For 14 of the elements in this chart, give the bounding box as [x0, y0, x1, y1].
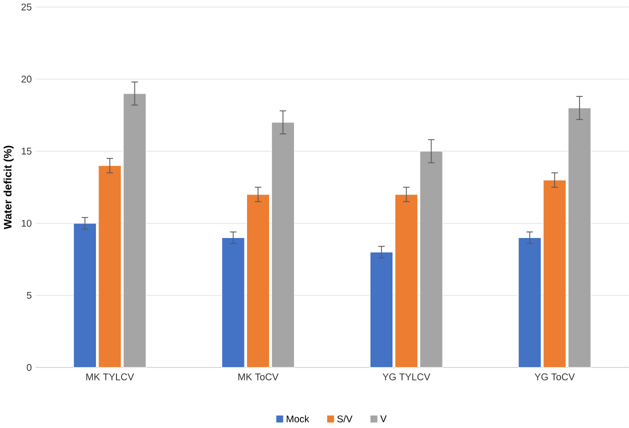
x-tick-label: MK ToCV: [238, 373, 279, 380]
y-tick-label: 10: [22, 220, 32, 227]
legend-label: Mock: [286, 415, 310, 422]
y-tick-label: 20: [22, 76, 32, 82]
y-tick-label: 5: [26, 292, 32, 299]
legend-label: V: [380, 415, 387, 422]
x-tick-label: YG ToCV: [534, 373, 575, 380]
x-tick-label: MK TYLCV: [86, 373, 134, 380]
y-tick-label: 25: [22, 3, 32, 10]
y-tick-label: 0: [26, 364, 32, 371]
y-axis-title: Water deficit (%): [4, 146, 14, 230]
y-tick-label: 15: [22, 148, 32, 154]
legend-label: S/V: [337, 415, 352, 422]
x-tick-label: YG TYLCV: [382, 373, 430, 380]
